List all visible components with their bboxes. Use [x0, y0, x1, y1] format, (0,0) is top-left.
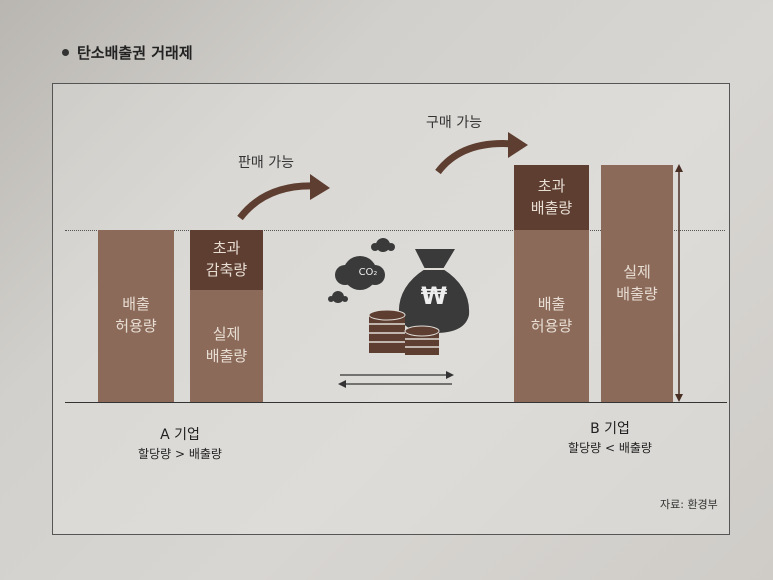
b-height-arrow-icon: [675, 164, 683, 402]
b-excess-emission-bar: 초과 배출량: [514, 165, 589, 230]
company-a-label: A 기업: [160, 427, 200, 443]
carbon-trade-illustration: [328, 238, 470, 355]
b-actual-emission-bar: 실제 배출량: [601, 165, 673, 402]
co2-label: CO₂: [358, 267, 378, 278]
a-excess-reduction-bar: 초과 감축량: [190, 230, 263, 290]
allowance-dotted-line: [65, 230, 725, 231]
figure-heading: 탄소배출권 거래제: [62, 42, 193, 63]
baseline: [65, 402, 727, 403]
a-actual-emission-bar: 실제 배출량: [190, 290, 263, 402]
company-b-condition: 할당량 < 배출량: [568, 441, 652, 455]
exchange-arrow-icon: [338, 371, 454, 388]
sell-arrow-icon: [237, 174, 330, 221]
company-a-condition: 할당량 > 배출량: [138, 447, 222, 461]
heading-text: 탄소배출권 거래제: [77, 44, 193, 62]
source-note: 자료: 환경부: [660, 498, 718, 511]
bullet-icon: [62, 49, 69, 56]
sell-label: 판매 가능: [238, 155, 294, 171]
company-b-label: B 기업: [590, 421, 630, 437]
buy-arrow-icon: [435, 132, 528, 175]
buy-label: 구매 가능: [426, 115, 482, 131]
a-allowance-bar: 배출 허용량: [98, 230, 174, 402]
won-symbol: ₩: [420, 282, 448, 310]
b-allowance-bar: 배출 허용량: [514, 230, 589, 402]
